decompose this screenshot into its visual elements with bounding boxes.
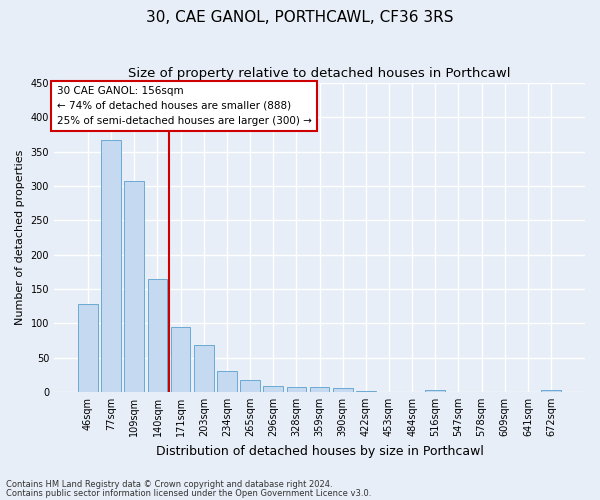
Bar — [78, 304, 98, 392]
Bar — [356, 390, 376, 392]
Text: Contains public sector information licensed under the Open Government Licence v3: Contains public sector information licen… — [6, 488, 371, 498]
X-axis label: Distribution of detached houses by size in Porthcawl: Distribution of detached houses by size … — [155, 444, 484, 458]
Bar — [217, 372, 237, 392]
Bar — [287, 387, 306, 392]
Y-axis label: Number of detached properties: Number of detached properties — [15, 150, 25, 325]
Bar — [194, 344, 214, 392]
Bar — [333, 388, 353, 392]
Bar — [425, 390, 445, 392]
Text: 30, CAE GANOL, PORTHCAWL, CF36 3RS: 30, CAE GANOL, PORTHCAWL, CF36 3RS — [146, 10, 454, 25]
Text: 30 CAE GANOL: 156sqm
← 74% of detached houses are smaller (888)
25% of semi-deta: 30 CAE GANOL: 156sqm ← 74% of detached h… — [56, 86, 311, 126]
Bar — [148, 278, 167, 392]
Bar — [124, 181, 144, 392]
Bar — [541, 390, 561, 392]
Bar — [310, 387, 329, 392]
Text: Contains HM Land Registry data © Crown copyright and database right 2024.: Contains HM Land Registry data © Crown c… — [6, 480, 332, 489]
Bar — [263, 386, 283, 392]
Bar — [171, 328, 190, 392]
Bar — [101, 140, 121, 392]
Title: Size of property relative to detached houses in Porthcawl: Size of property relative to detached ho… — [128, 68, 511, 80]
Bar — [240, 380, 260, 392]
